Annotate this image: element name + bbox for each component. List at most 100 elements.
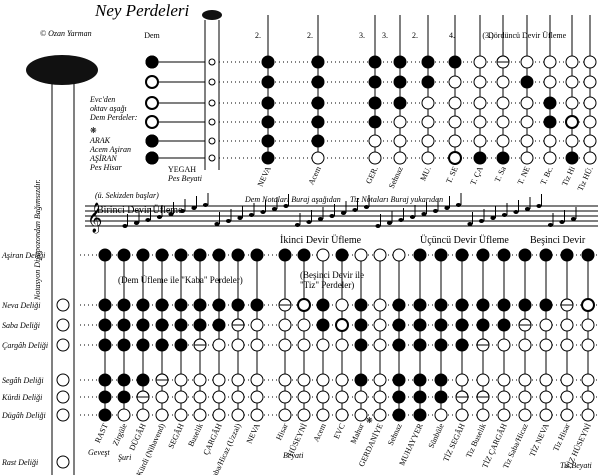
hole bbox=[368, 134, 382, 148]
staff: 𝄞 bbox=[85, 202, 598, 234]
note-head bbox=[294, 223, 301, 227]
bottom-note: Sehnaz bbox=[386, 422, 404, 447]
hole bbox=[434, 390, 448, 404]
hole bbox=[448, 75, 462, 89]
hole-half bbox=[496, 55, 510, 63]
hole bbox=[520, 115, 534, 129]
hole bbox=[145, 134, 159, 148]
hole bbox=[311, 55, 325, 69]
high-note: Tiz Notaları Buraj yukarıdan bbox=[350, 195, 443, 204]
hole bbox=[520, 96, 534, 110]
hole bbox=[98, 408, 112, 422]
hole bbox=[543, 75, 557, 89]
note-head bbox=[306, 220, 312, 224]
register-2: İkinci Devir Üfleme bbox=[280, 234, 362, 246]
hole bbox=[455, 408, 469, 422]
hole bbox=[520, 151, 534, 165]
hole bbox=[373, 390, 387, 404]
register-3: Üçüncü Devir Üfleme bbox=[420, 234, 509, 246]
hole bbox=[581, 318, 595, 332]
hole bbox=[368, 96, 382, 110]
hole bbox=[335, 298, 349, 312]
hole bbox=[392, 318, 406, 332]
hole bbox=[581, 248, 595, 262]
hole bbox=[174, 408, 188, 422]
hole bbox=[278, 373, 292, 387]
hole bbox=[117, 373, 131, 387]
hole bbox=[455, 318, 469, 332]
note-head bbox=[467, 222, 473, 226]
hole bbox=[261, 151, 275, 165]
sub-note: Geveşt bbox=[88, 448, 111, 457]
bottom-note: TİZ NEVA bbox=[528, 422, 551, 458]
hole bbox=[278, 408, 292, 422]
hole bbox=[455, 248, 469, 262]
note-head bbox=[513, 210, 519, 214]
hole bbox=[476, 408, 490, 422]
hole bbox=[496, 134, 510, 148]
hole bbox=[354, 373, 368, 387]
hole bbox=[155, 298, 169, 312]
hole bbox=[421, 75, 435, 89]
octave-note: (ü. Sekizden başlar) bbox=[95, 191, 159, 200]
hole bbox=[354, 248, 368, 262]
hole bbox=[373, 338, 387, 352]
note-head bbox=[386, 221, 393, 225]
note-head bbox=[179, 209, 186, 213]
hole bbox=[136, 298, 150, 312]
top-note: Tiz HÜ. bbox=[576, 165, 595, 192]
hole bbox=[497, 298, 511, 312]
hole bbox=[278, 338, 292, 352]
hole bbox=[278, 248, 292, 262]
hole bbox=[98, 338, 112, 352]
note-head bbox=[432, 209, 439, 213]
hole bbox=[496, 115, 510, 129]
bottom-note: Mahur bbox=[349, 422, 366, 445]
note-head bbox=[225, 219, 232, 223]
note-head bbox=[398, 218, 404, 222]
hole bbox=[98, 318, 112, 332]
hole bbox=[448, 134, 462, 148]
bottom-note: SEGÂH bbox=[165, 421, 185, 450]
hole bbox=[518, 408, 532, 422]
dem-note-name: ARAK bbox=[89, 136, 111, 145]
hole bbox=[543, 151, 557, 165]
author: © Ozan Yarman bbox=[40, 29, 92, 38]
hole-half bbox=[455, 390, 469, 398]
hole bbox=[392, 408, 406, 422]
bottom-note: Sünbüle bbox=[427, 422, 446, 450]
hole bbox=[174, 373, 188, 387]
note-head bbox=[547, 223, 554, 227]
hole bbox=[261, 134, 275, 148]
hole bbox=[212, 390, 226, 404]
hole bbox=[354, 390, 368, 404]
hole-half bbox=[476, 390, 490, 398]
hole bbox=[543, 115, 557, 129]
hole bbox=[212, 318, 226, 332]
hole-label: Dügâh Deliği bbox=[1, 411, 46, 420]
hole bbox=[434, 338, 448, 352]
hole bbox=[117, 408, 131, 422]
hole bbox=[136, 248, 150, 262]
ney-body bbox=[51, 84, 75, 475]
hole bbox=[496, 151, 510, 165]
hole bbox=[520, 134, 534, 148]
dem-note-name: AŞİRAN bbox=[89, 154, 117, 163]
register-mark: (3.) bbox=[482, 31, 494, 40]
group-label: (Dem Üfleme ile "Kaba" Perdeler) bbox=[118, 275, 243, 285]
group-label: (Beşinci Devir ile bbox=[300, 270, 364, 280]
hole bbox=[316, 338, 330, 352]
register-mark: Dem bbox=[144, 31, 160, 40]
hole-half bbox=[278, 298, 292, 306]
hole bbox=[581, 390, 595, 404]
hole bbox=[539, 248, 553, 262]
ney-hole-small bbox=[208, 99, 216, 107]
hole bbox=[583, 151, 597, 165]
bottom-note: DÜGÂH bbox=[127, 421, 148, 452]
hole bbox=[155, 318, 169, 332]
hole bbox=[518, 298, 532, 312]
note-head bbox=[455, 203, 462, 207]
note-head bbox=[145, 218, 151, 222]
hole bbox=[518, 390, 532, 404]
top-note: GER. bbox=[364, 165, 380, 185]
